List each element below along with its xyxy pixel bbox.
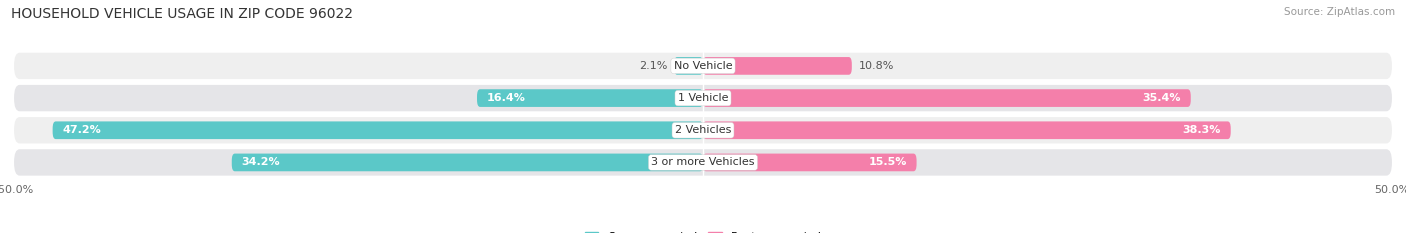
FancyBboxPatch shape <box>14 85 1392 111</box>
Text: 38.3%: 38.3% <box>1182 125 1220 135</box>
FancyBboxPatch shape <box>477 89 703 107</box>
FancyBboxPatch shape <box>14 149 1392 176</box>
Text: 3 or more Vehicles: 3 or more Vehicles <box>651 158 755 168</box>
FancyBboxPatch shape <box>232 154 703 171</box>
Text: 16.4%: 16.4% <box>486 93 526 103</box>
FancyBboxPatch shape <box>703 154 917 171</box>
FancyBboxPatch shape <box>703 57 852 75</box>
Text: 35.4%: 35.4% <box>1143 93 1181 103</box>
Legend: Owner-occupied, Renter-occupied: Owner-occupied, Renter-occupied <box>581 227 825 233</box>
Text: 2 Vehicles: 2 Vehicles <box>675 125 731 135</box>
FancyBboxPatch shape <box>14 53 1392 79</box>
FancyBboxPatch shape <box>52 121 703 139</box>
Text: 15.5%: 15.5% <box>869 158 907 168</box>
FancyBboxPatch shape <box>14 117 1392 144</box>
Text: 2.1%: 2.1% <box>638 61 668 71</box>
Text: 10.8%: 10.8% <box>859 61 894 71</box>
FancyBboxPatch shape <box>703 89 1191 107</box>
Text: 1 Vehicle: 1 Vehicle <box>678 93 728 103</box>
Text: 47.2%: 47.2% <box>62 125 101 135</box>
FancyBboxPatch shape <box>703 121 1230 139</box>
Text: Source: ZipAtlas.com: Source: ZipAtlas.com <box>1284 7 1395 17</box>
Text: No Vehicle: No Vehicle <box>673 61 733 71</box>
Text: 34.2%: 34.2% <box>242 158 280 168</box>
Text: HOUSEHOLD VEHICLE USAGE IN ZIP CODE 96022: HOUSEHOLD VEHICLE USAGE IN ZIP CODE 9602… <box>11 7 353 21</box>
FancyBboxPatch shape <box>673 57 703 75</box>
